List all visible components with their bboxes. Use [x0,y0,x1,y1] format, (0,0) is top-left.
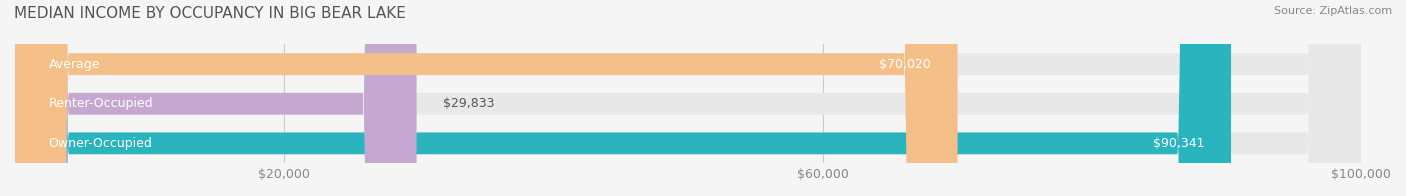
Text: Renter-Occupied: Renter-Occupied [49,97,153,110]
FancyBboxPatch shape [15,0,1361,196]
Text: Source: ZipAtlas.com: Source: ZipAtlas.com [1274,6,1392,16]
Text: MEDIAN INCOME BY OCCUPANCY IN BIG BEAR LAKE: MEDIAN INCOME BY OCCUPANCY IN BIG BEAR L… [14,6,406,21]
FancyBboxPatch shape [15,0,1361,196]
FancyBboxPatch shape [15,0,1361,196]
Text: $90,341: $90,341 [1153,137,1204,150]
Text: $70,020: $70,020 [879,58,931,71]
FancyBboxPatch shape [15,0,1232,196]
Text: $29,833: $29,833 [443,97,495,110]
FancyBboxPatch shape [15,0,957,196]
Text: Owner-Occupied: Owner-Occupied [49,137,152,150]
Text: Average: Average [49,58,100,71]
FancyBboxPatch shape [15,0,416,196]
